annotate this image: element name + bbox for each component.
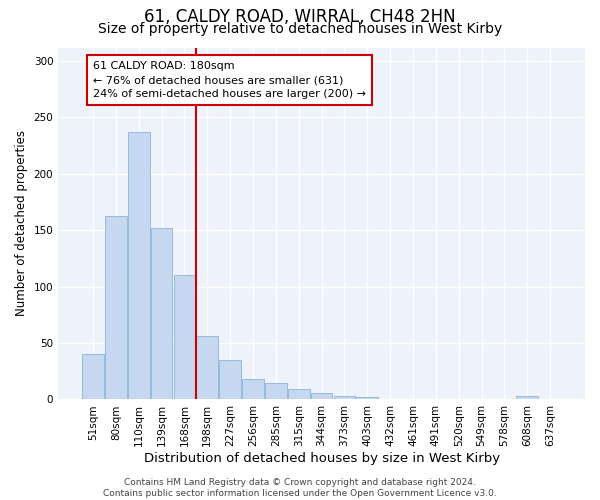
Bar: [196, 336, 218, 400]
Bar: [356, 397, 378, 400]
Bar: [173, 276, 195, 400]
Bar: [105, 216, 127, 400]
Text: Size of property relative to detached houses in West Kirby: Size of property relative to detached ho…: [98, 22, 502, 36]
Bar: [265, 382, 287, 400]
Text: Contains HM Land Registry data © Crown copyright and database right 2024.
Contai: Contains HM Land Registry data © Crown c…: [103, 478, 497, 498]
Bar: [219, 360, 241, 400]
Text: 61 CALDY ROAD: 180sqm
← 76% of detached houses are smaller (631)
24% of semi-det: 61 CALDY ROAD: 180sqm ← 76% of detached …: [93, 61, 366, 99]
Y-axis label: Number of detached properties: Number of detached properties: [15, 130, 28, 316]
Bar: [151, 228, 172, 400]
Bar: [82, 354, 104, 400]
Bar: [334, 396, 355, 400]
Bar: [242, 379, 264, 400]
Text: 61, CALDY ROAD, WIRRAL, CH48 2HN: 61, CALDY ROAD, WIRRAL, CH48 2HN: [144, 8, 456, 26]
Bar: [517, 396, 538, 400]
Bar: [128, 132, 149, 400]
Bar: [288, 390, 310, 400]
X-axis label: Distribution of detached houses by size in West Kirby: Distribution of detached houses by size …: [143, 452, 500, 465]
Bar: [311, 392, 332, 400]
